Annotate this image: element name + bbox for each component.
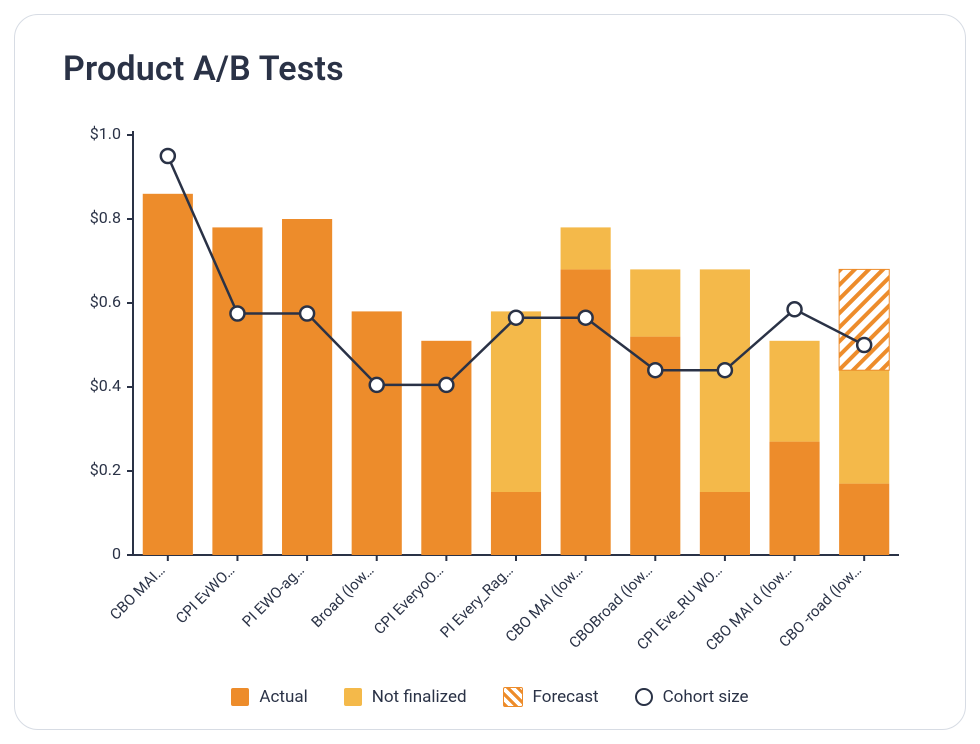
legend-swatch-actual bbox=[231, 688, 249, 706]
legend-item-actual: Actual bbox=[231, 687, 307, 707]
svg-text:CBO MAI…: CBO MAI… bbox=[106, 561, 168, 623]
legend-label-cohort-size: Cohort size bbox=[663, 687, 749, 707]
legend-swatch-forecast bbox=[503, 687, 523, 707]
svg-text:$0.4: $0.4 bbox=[90, 376, 121, 395]
legend-swatch-not-finalized bbox=[344, 688, 362, 706]
svg-text:PI EWO-ag…: PI EWO-ag… bbox=[238, 561, 307, 630]
legend-label-actual: Actual bbox=[259, 687, 307, 707]
svg-text:0: 0 bbox=[112, 544, 121, 563]
svg-text:Broad (low…: Broad (low… bbox=[308, 561, 378, 631]
chart-svg: 0 $0.2 $0.4 $0.6 $0.8 $1.0 CBO MAI…CPI EvWO…PI… bbox=[63, 125, 919, 685]
chart-title: Product A/B Tests bbox=[63, 49, 344, 89]
legend-item-not-finalized: Not finalized bbox=[344, 687, 467, 707]
legend-label-not-finalized: Not finalized bbox=[372, 687, 467, 707]
legend-swatch-cohort-size bbox=[635, 688, 653, 706]
svg-text:$1.0: $1.0 bbox=[90, 125, 121, 143]
svg-text:$0.8: $0.8 bbox=[90, 208, 121, 227]
legend-label-forecast: Forecast bbox=[533, 687, 599, 707]
legend-item-cohort-size: Cohort size bbox=[635, 687, 749, 707]
svg-text:$0.2: $0.2 bbox=[90, 460, 121, 479]
svg-text:CPI EveryoO…: CPI EveryoO… bbox=[370, 561, 447, 638]
legend-item-forecast: Forecast bbox=[503, 687, 599, 707]
svg-text:$0.6: $0.6 bbox=[90, 292, 121, 311]
chart-plot-area: 0 $0.2 $0.4 $0.6 $0.8 $1.0 CBO MAI…CPI EvWO…PI… bbox=[63, 125, 919, 685]
svg-text:CPI EvWO…: CPI EvWO… bbox=[172, 561, 238, 627]
legend: Actual Not finalized Forecast Cohort siz… bbox=[15, 687, 965, 707]
chart-card: Product A/B Tests 0 $0.2 $0.4 $0.6 $0.8 $1.0 C… bbox=[14, 14, 966, 730]
